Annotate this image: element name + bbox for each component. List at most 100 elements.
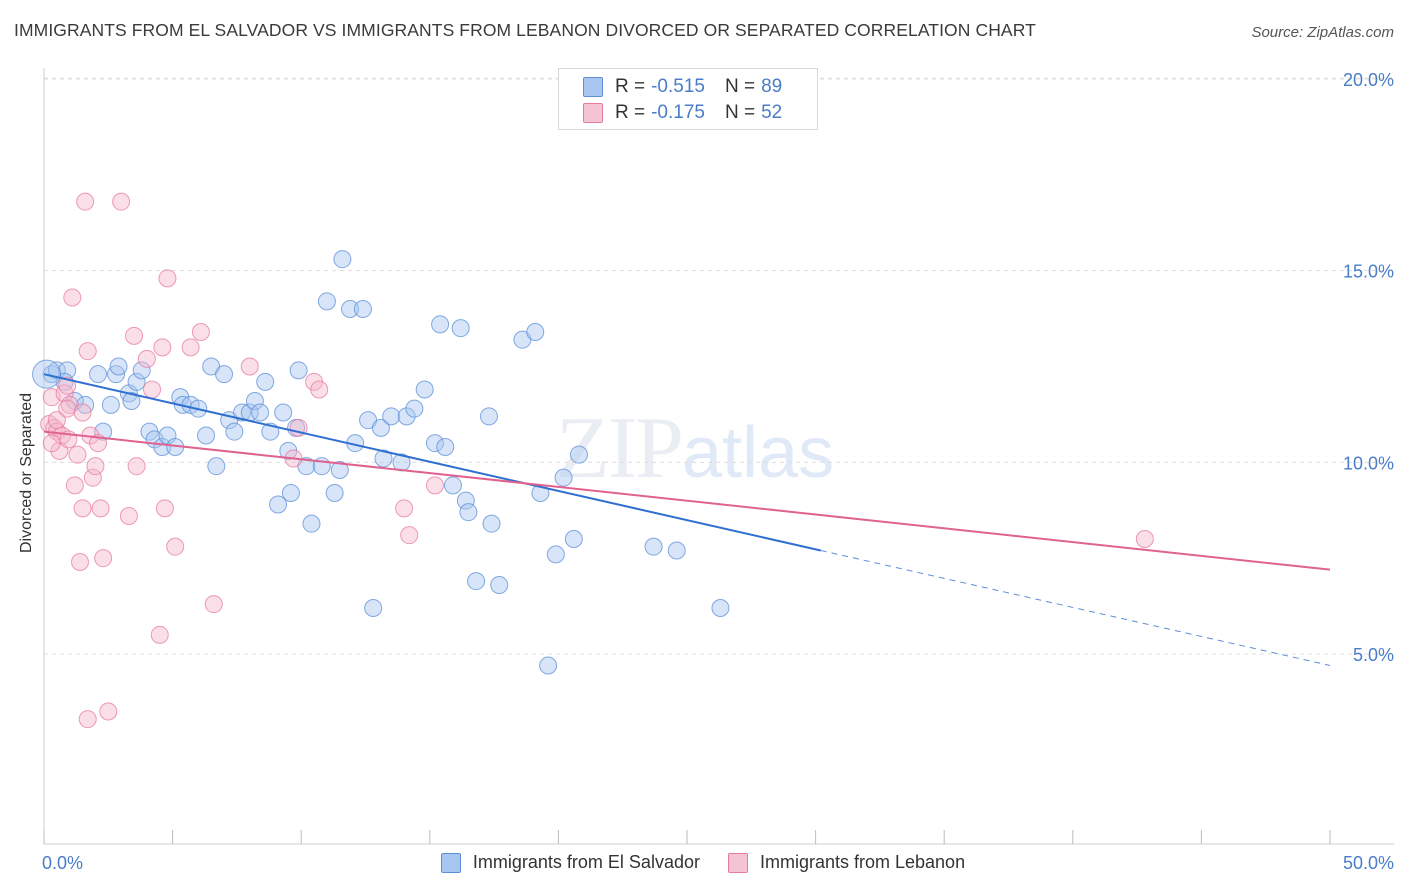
data-point-el-salvador (546, 545, 565, 564)
y-tick-label: 15.0% (1343, 262, 1394, 282)
data-point-lebanon (91, 499, 110, 518)
data-point-lebanon (240, 357, 259, 376)
data-point-el-salvador (256, 372, 275, 391)
data-point-el-salvador (431, 315, 450, 334)
r-value: -0.175 (651, 102, 705, 123)
data-point-el-salvador (269, 495, 288, 514)
data-point-lebanon (1135, 530, 1154, 548)
data-point-el-salvador (382, 407, 401, 426)
data-point-el-salvador (526, 323, 545, 341)
data-point-lebanon (204, 595, 223, 614)
legend-swatch-blue (440, 852, 461, 873)
data-point-el-salvador (667, 541, 686, 560)
data-point-el-salvador (554, 468, 573, 487)
data-point-el-salvador (425, 434, 444, 453)
data-point-lebanon (71, 553, 90, 571)
chart-title: IMMIGRANTS FROM EL SALVADOR VS IMMIGRANT… (14, 20, 1036, 40)
data-point-el-salvador (539, 656, 558, 675)
data-point-el-salvador (711, 599, 730, 617)
data-point-lebanon (127, 457, 146, 476)
data-point-el-salvador (397, 407, 416, 426)
data-point-el-salvador (132, 361, 151, 380)
trendline-el-salvador (43, 373, 821, 552)
data-point-el-salvador (564, 530, 583, 548)
data-point-lebanon (158, 269, 177, 288)
data-point-lebanon (181, 338, 200, 357)
trendline-lebanon (43, 430, 1331, 571)
data-point-el-salvador (479, 407, 498, 426)
data-point-lebanon (86, 457, 105, 476)
data-point-lebanon (78, 342, 97, 361)
correlation-legend: R = -0.515 N = 89 R = -0.175 N = 52 (558, 68, 818, 130)
data-point-el-salvador (451, 319, 470, 338)
data-point-el-salvador (233, 403, 252, 422)
data-point-lebanon (58, 376, 77, 395)
data-point-el-salvador (467, 572, 486, 591)
trendline-el-salvador-extension (820, 550, 1331, 666)
data-point-el-salvador (482, 514, 501, 533)
n-value: 52 (761, 102, 783, 123)
data-point-el-salvador (127, 372, 146, 391)
data-point-el-salvador (153, 438, 172, 456)
data-point-lebanon (143, 380, 162, 399)
data-point-lebanon (58, 399, 77, 418)
data-point-el-salvador (364, 599, 383, 617)
data-point-lebanon (47, 411, 66, 430)
data-point-el-salvador (281, 484, 300, 502)
data-point-lebanon (63, 288, 82, 307)
data-point-lebanon (310, 380, 329, 399)
data-point-lebanon (112, 192, 131, 211)
data-point-el-salvador (371, 418, 390, 437)
legend-row-lebanon: R = -0.175 N = 52 (583, 101, 782, 125)
y-tick-label: 20.0% (1343, 70, 1394, 90)
legend-swatch-pink (727, 852, 748, 873)
data-point-el-salvador (274, 403, 293, 422)
legend-label: Immigrants from Lebanon (759, 852, 966, 872)
data-point-el-salvador (443, 476, 462, 495)
data-point-el-salvador (109, 357, 128, 376)
watermark-atlas: atlas (682, 413, 835, 493)
data-point-el-salvador (197, 426, 216, 445)
data-point-el-salvador (374, 449, 393, 468)
data-point-lebanon (155, 499, 174, 518)
legend-row-el-salvador: R = -0.515 N = 89 (583, 75, 782, 99)
data-point-el-salvador (245, 392, 264, 410)
data-point-el-salvador (207, 457, 226, 476)
data-point-el-salvador (302, 514, 321, 533)
data-point-el-salvador (325, 484, 344, 502)
series-legend: Immigrants from El Salvador Immigrants f… (0, 852, 1406, 873)
data-point-lebanon (42, 434, 61, 453)
data-point-lebanon (191, 323, 210, 341)
data-point-lebanon (119, 507, 138, 525)
data-point-el-salvador (101, 395, 120, 414)
data-point-lebanon (125, 326, 144, 345)
data-point-lebanon (78, 710, 97, 729)
data-point-el-salvador (405, 399, 424, 418)
data-point-lebanon (76, 192, 95, 211)
data-point-el-salvador (459, 503, 478, 522)
n-label: N = (724, 76, 756, 97)
data-point-el-salvador (341, 300, 360, 318)
legend-swatch-blue (583, 77, 603, 97)
data-point-el-salvador (317, 292, 336, 311)
data-point-el-salvador (289, 361, 308, 380)
data-point-el-salvador (330, 461, 349, 479)
data-point-lebanon (73, 499, 92, 518)
n-label: N = (724, 102, 756, 123)
data-point-el-salvador (644, 537, 663, 556)
x-tick-label: 50.0% (1343, 853, 1394, 873)
data-point-el-salvador (225, 422, 244, 441)
r-label: R = (615, 76, 646, 97)
data-point-el-salvador (122, 392, 141, 410)
y-tick-label: 10.0% (1343, 453, 1394, 473)
data-point-lebanon (83, 468, 102, 487)
n-value: 89 (761, 76, 783, 97)
data-point-el-salvador (89, 365, 108, 384)
data-point-el-salvador (251, 403, 270, 422)
data-point-lebanon (68, 445, 87, 464)
legend-item-lebanon[interactable]: Immigrants from Lebanon (727, 852, 966, 873)
legend-item-el-salvador[interactable]: Immigrants from El Salvador (440, 852, 700, 873)
legend-swatch-pink (583, 103, 603, 123)
data-point-el-salvador (215, 365, 234, 384)
